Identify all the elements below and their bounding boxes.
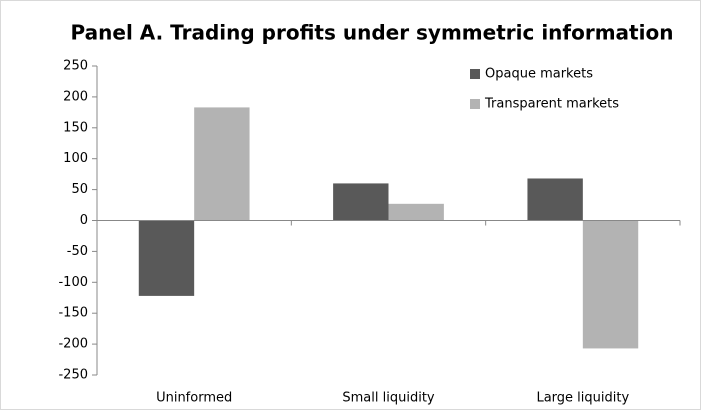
bar	[527, 178, 583, 221]
y-tick-label: -150	[58, 306, 88, 321]
bar	[582, 220, 639, 349]
legend-label: Opaque markets	[485, 67, 593, 82]
chart-title: Panel A. Trading profits under symmetric…	[71, 21, 674, 45]
x-tick-label: Large liquidity	[536, 391, 629, 406]
bar	[333, 183, 389, 221]
legend-swatch	[470, 69, 480, 79]
y-tick-label: -50	[67, 244, 88, 259]
x-tick-label: Uninformed	[156, 391, 232, 406]
y-tick-label: -100	[58, 275, 88, 290]
y-tick-label: -250	[58, 368, 88, 383]
y-tick-label: 150	[63, 120, 88, 135]
y-tick-label: 250	[63, 59, 88, 74]
legend-swatch	[470, 99, 480, 109]
bar	[194, 107, 250, 221]
y-tick-label: 0	[80, 213, 88, 228]
bar	[138, 220, 195, 296]
x-tick-label: Small liquidity	[342, 391, 435, 406]
y-tick-label: 100	[63, 151, 88, 166]
legend-label: Transparent markets	[484, 97, 619, 112]
y-tick-label: 50	[71, 182, 88, 197]
y-tick-label: 200	[63, 89, 88, 104]
bar	[388, 203, 444, 221]
y-tick-label: -200	[58, 337, 88, 352]
